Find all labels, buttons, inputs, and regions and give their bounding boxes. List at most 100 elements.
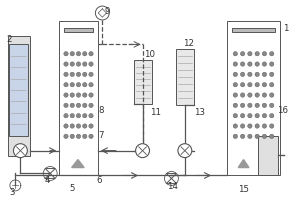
Circle shape [233, 124, 238, 128]
Circle shape [269, 103, 274, 108]
Circle shape [70, 83, 74, 87]
Circle shape [262, 83, 267, 87]
Text: 2: 2 [7, 35, 12, 44]
Circle shape [64, 103, 68, 108]
Bar [258, 136, 278, 175]
Circle shape [262, 103, 267, 108]
Circle shape [82, 52, 87, 56]
Circle shape [82, 103, 87, 108]
Circle shape [70, 103, 74, 108]
Circle shape [89, 103, 93, 108]
Bar [59, 21, 98, 175]
Circle shape [89, 124, 93, 128]
Text: 5: 5 [70, 184, 75, 193]
Circle shape [248, 124, 252, 128]
Circle shape [76, 103, 81, 108]
Circle shape [240, 124, 245, 128]
Circle shape [233, 134, 238, 139]
Circle shape [64, 93, 68, 97]
Text: 1: 1 [283, 24, 288, 33]
Circle shape [233, 103, 238, 108]
Circle shape [14, 144, 27, 158]
Circle shape [70, 134, 74, 139]
Circle shape [248, 103, 252, 108]
Circle shape [76, 93, 81, 97]
Circle shape [64, 124, 68, 128]
Circle shape [269, 72, 274, 77]
Circle shape [248, 72, 252, 77]
Circle shape [136, 144, 149, 158]
Circle shape [269, 62, 274, 66]
Circle shape [76, 72, 81, 77]
Circle shape [233, 62, 238, 66]
Circle shape [248, 134, 252, 139]
Circle shape [233, 93, 238, 97]
Circle shape [255, 62, 259, 66]
Bar [64, 28, 93, 32]
Circle shape [82, 83, 87, 87]
Circle shape [64, 62, 68, 66]
Circle shape [248, 83, 252, 87]
Circle shape [64, 72, 68, 77]
Circle shape [82, 114, 87, 118]
Circle shape [89, 114, 93, 118]
Circle shape [240, 72, 245, 77]
Circle shape [76, 52, 81, 56]
Circle shape [240, 52, 245, 56]
Circle shape [262, 114, 267, 118]
Polygon shape [238, 160, 249, 168]
Circle shape [76, 134, 81, 139]
Circle shape [76, 124, 81, 128]
Circle shape [262, 62, 267, 66]
Circle shape [240, 83, 245, 87]
Circle shape [255, 72, 259, 77]
Circle shape [76, 62, 81, 66]
Circle shape [233, 52, 238, 56]
Circle shape [248, 93, 252, 97]
Bar [176, 49, 194, 105]
Text: 15: 15 [238, 185, 249, 194]
Circle shape [95, 6, 109, 20]
Circle shape [82, 124, 87, 128]
Circle shape [64, 83, 68, 87]
Text: 10: 10 [145, 50, 155, 59]
Circle shape [70, 114, 74, 118]
Text: 8: 8 [98, 106, 104, 115]
Circle shape [64, 134, 68, 139]
Circle shape [255, 103, 259, 108]
Circle shape [248, 114, 252, 118]
Circle shape [255, 52, 259, 56]
Circle shape [240, 134, 245, 139]
Circle shape [269, 52, 274, 56]
Circle shape [262, 93, 267, 97]
Circle shape [255, 124, 259, 128]
Polygon shape [72, 160, 84, 168]
Text: 7: 7 [98, 131, 104, 140]
Circle shape [269, 124, 274, 128]
Text: 11: 11 [151, 108, 161, 117]
Circle shape [269, 134, 274, 139]
Circle shape [82, 93, 87, 97]
Circle shape [248, 62, 252, 66]
Text: 12: 12 [183, 39, 194, 48]
Circle shape [233, 72, 238, 77]
Bar [232, 28, 275, 32]
Circle shape [89, 83, 93, 87]
Circle shape [269, 114, 274, 118]
Circle shape [255, 93, 259, 97]
Circle shape [89, 52, 93, 56]
Circle shape [240, 62, 245, 66]
Bar [9, 44, 28, 136]
Text: 13: 13 [194, 108, 205, 117]
Text: 6: 6 [96, 176, 101, 185]
Circle shape [233, 83, 238, 87]
Circle shape [255, 134, 259, 139]
Circle shape [82, 72, 87, 77]
Bar [134, 60, 152, 104]
Circle shape [255, 83, 259, 87]
Circle shape [82, 62, 87, 66]
Circle shape [70, 62, 74, 66]
Circle shape [255, 114, 259, 118]
Circle shape [76, 114, 81, 118]
Circle shape [89, 93, 93, 97]
